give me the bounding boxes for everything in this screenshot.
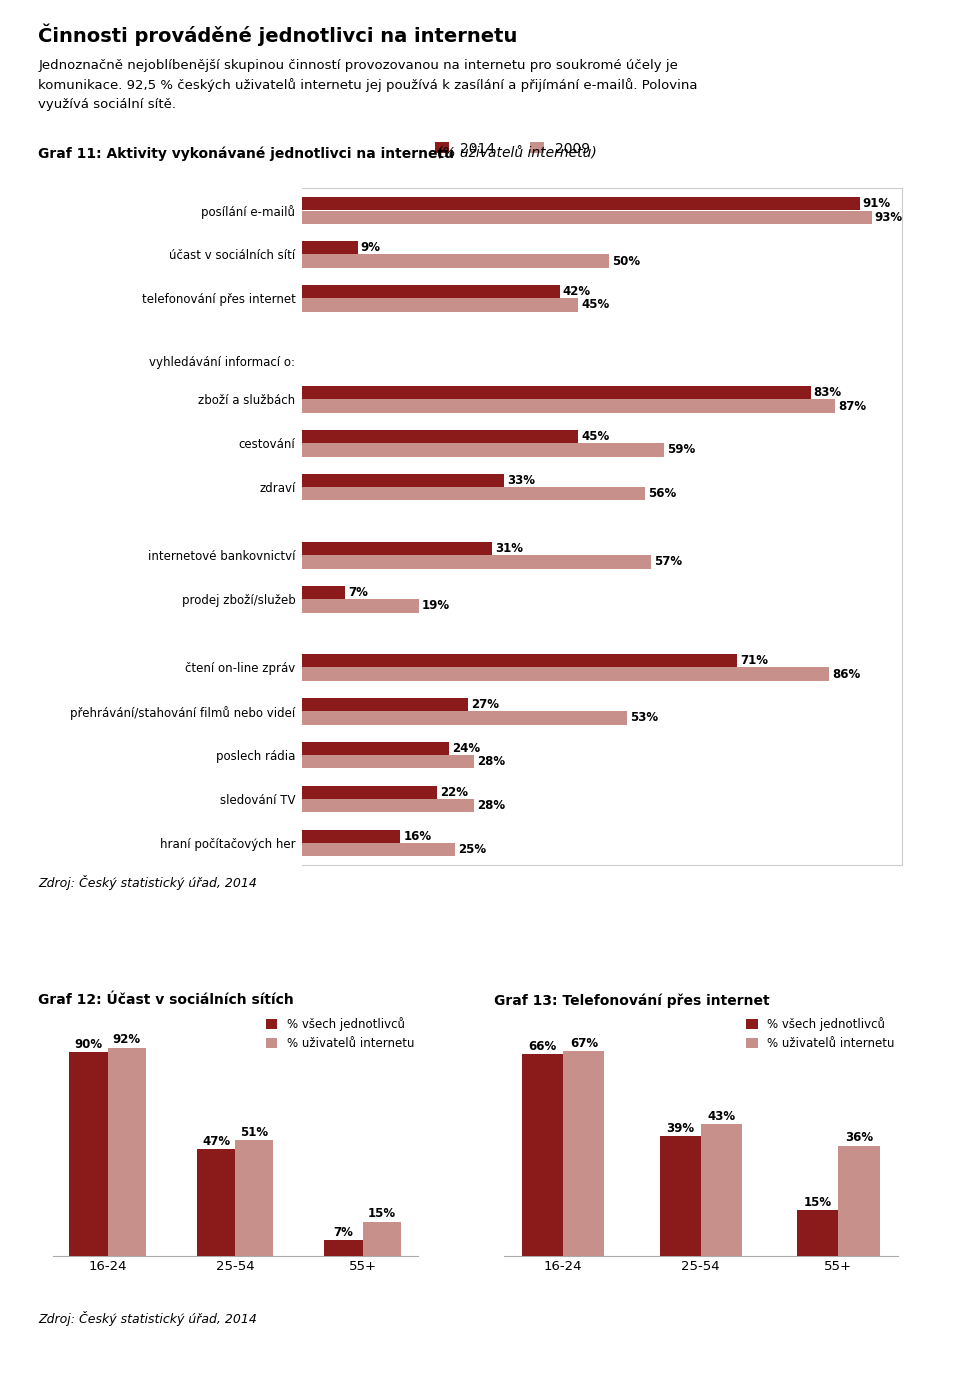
Bar	[302, 667, 828, 681]
Bar	[564, 1050, 605, 1256]
Text: komunikace. 92,5 % českých uživatelů internetu jej používá k zasílání a přijímán: komunikace. 92,5 % českých uživatelů int…	[38, 78, 698, 92]
Text: 51%: 51%	[240, 1126, 269, 1140]
Text: 93%: 93%	[875, 211, 903, 223]
Text: Zdroj: Český statistický úřad, 2014: Zdroj: Český statistický úřad, 2014	[38, 875, 257, 890]
Bar	[302, 241, 357, 254]
Text: 87%: 87%	[838, 399, 866, 413]
Bar	[302, 430, 578, 444]
Text: 83%: 83%	[814, 386, 842, 399]
Bar	[302, 785, 437, 799]
Text: 59%: 59%	[666, 444, 695, 456]
Bar	[108, 1048, 146, 1256]
Text: 45%: 45%	[581, 299, 610, 311]
Legend: % všech jednotlivců, % uživatelů internetu: % všech jednotlivců, % uživatelů interne…	[741, 1013, 900, 1055]
Bar	[197, 1149, 235, 1256]
Text: 33%: 33%	[508, 474, 536, 487]
Text: 45%: 45%	[581, 430, 610, 442]
Text: Jednoznačně nejoblíbenější skupinou činností provozovanou na internetu pro soukr: Jednoznačně nejoblíbenější skupinou činn…	[38, 59, 679, 71]
Bar	[302, 386, 810, 399]
Bar	[302, 444, 663, 456]
Bar	[522, 1055, 564, 1256]
Bar	[302, 799, 474, 812]
Bar	[838, 1145, 879, 1256]
Text: využívá sociální sítě.: využívá sociální sítě.	[38, 98, 177, 110]
Bar	[302, 586, 346, 598]
Text: Graf 13: Telefonování přes internet: Graf 13: Telefonování přes internet	[494, 993, 770, 1007]
Legend: % všech jednotlivců, % uživatelů internetu: % všech jednotlivců, % uživatelů interne…	[261, 1013, 419, 1055]
Text: 91%: 91%	[863, 197, 891, 211]
Text: (% uživatelů internetu): (% uživatelů internetu)	[437, 146, 596, 160]
Text: 7%: 7%	[334, 1226, 353, 1239]
Bar	[302, 698, 468, 711]
Text: 36%: 36%	[845, 1131, 874, 1144]
Bar	[302, 843, 455, 857]
Bar	[302, 541, 492, 555]
Bar	[302, 555, 652, 569]
Text: 28%: 28%	[477, 755, 505, 769]
Bar	[324, 1240, 363, 1256]
Text: 31%: 31%	[495, 541, 523, 555]
Text: 53%: 53%	[630, 711, 658, 724]
Text: 15%: 15%	[804, 1196, 832, 1208]
Bar	[302, 211, 872, 223]
Bar	[302, 487, 645, 501]
Text: Graf 11: Aktivity vykonávané jednotlivci na internetu: Graf 11: Aktivity vykonávané jednotlivci…	[38, 146, 459, 160]
Bar	[302, 755, 474, 769]
Bar	[302, 654, 737, 667]
Text: 39%: 39%	[666, 1122, 694, 1136]
Text: 15%: 15%	[368, 1208, 396, 1221]
Bar	[302, 742, 449, 755]
Text: 24%: 24%	[452, 742, 481, 755]
Bar	[660, 1137, 701, 1256]
Bar	[302, 711, 627, 724]
Text: 22%: 22%	[440, 785, 468, 799]
Text: 16%: 16%	[403, 830, 432, 843]
Text: 25%: 25%	[459, 843, 487, 857]
Text: 56%: 56%	[648, 487, 677, 501]
Text: 86%: 86%	[832, 668, 860, 681]
Text: 27%: 27%	[470, 698, 499, 711]
Text: 47%: 47%	[202, 1136, 230, 1148]
Bar	[302, 600, 419, 612]
Bar	[69, 1052, 108, 1256]
Text: 66%: 66%	[528, 1039, 557, 1053]
Legend: 2014, 2009: 2014, 2009	[429, 135, 595, 160]
Text: 92%: 92%	[112, 1034, 141, 1046]
Bar	[363, 1222, 401, 1256]
Text: Činnosti prováděné jednotlivci na internetu: Činnosti prováděné jednotlivci na intern…	[38, 24, 517, 46]
Text: 19%: 19%	[421, 600, 450, 612]
Bar	[797, 1209, 838, 1256]
Bar	[302, 197, 859, 211]
Text: 43%: 43%	[708, 1110, 735, 1123]
Bar	[302, 254, 609, 268]
Bar	[302, 474, 504, 487]
Text: 9%: 9%	[361, 241, 380, 254]
Text: 42%: 42%	[563, 285, 590, 299]
Text: Graf 12: Účast v sociálních sítích: Graf 12: Účast v sociálních sítích	[38, 993, 294, 1007]
Text: Zdroj: Český statistický úřad, 2014: Zdroj: Český statistický úřad, 2014	[38, 1311, 257, 1327]
Text: 57%: 57%	[655, 555, 683, 569]
Bar	[302, 399, 835, 413]
Bar	[302, 285, 560, 299]
Text: 71%: 71%	[740, 654, 768, 667]
Bar	[701, 1124, 742, 1256]
Text: 90%: 90%	[75, 1038, 103, 1050]
Bar	[302, 830, 400, 843]
Bar	[302, 299, 578, 311]
Text: 28%: 28%	[477, 799, 505, 812]
Text: 7%: 7%	[348, 586, 369, 598]
Text: 50%: 50%	[612, 254, 639, 268]
Bar	[235, 1140, 274, 1256]
Text: 67%: 67%	[569, 1036, 598, 1050]
